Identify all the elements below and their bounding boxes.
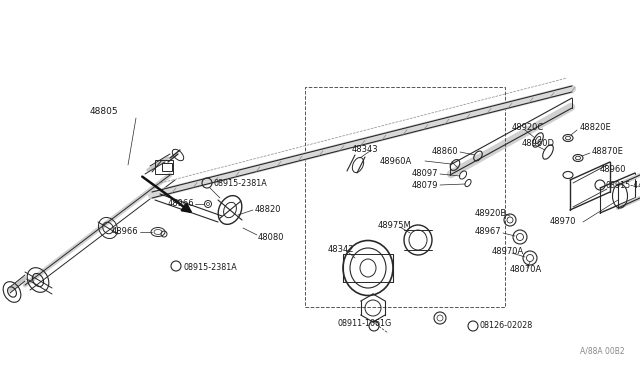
Text: 48966: 48966	[168, 199, 195, 208]
Text: 08911-1061G: 08911-1061G	[338, 320, 392, 328]
Text: 08126-02028: 08126-02028	[479, 321, 532, 330]
Text: 48070A: 48070A	[510, 266, 542, 275]
Text: 48860: 48860	[432, 147, 459, 155]
Text: 48970A: 48970A	[492, 247, 524, 257]
Text: 48960: 48960	[600, 166, 627, 174]
Text: A/88A 00B2: A/88A 00B2	[580, 346, 625, 355]
Text: 48920C: 48920C	[512, 124, 544, 132]
Bar	[162, 163, 172, 171]
Text: 48805: 48805	[90, 108, 118, 116]
Text: 48343: 48343	[352, 145, 379, 154]
Text: 48966: 48966	[112, 228, 139, 237]
Text: 48820: 48820	[255, 205, 282, 215]
Text: 48097: 48097	[412, 170, 438, 179]
Text: 48920B: 48920B	[475, 208, 508, 218]
Text: 48970: 48970	[550, 218, 577, 227]
Bar	[155, 160, 173, 174]
Text: 48079: 48079	[412, 180, 438, 189]
Text: 48342: 48342	[328, 246, 355, 254]
Bar	[305, 87, 505, 307]
Text: 48080: 48080	[258, 234, 285, 243]
Text: 08915-44042: 08915-44042	[606, 180, 640, 189]
Text: 48975M: 48975M	[378, 221, 412, 230]
Text: 48967: 48967	[475, 228, 502, 237]
Text: 08915-2381A: 08915-2381A	[213, 179, 267, 187]
Text: 48960D: 48960D	[522, 138, 555, 148]
Text: 08915-2381A: 08915-2381A	[183, 263, 237, 273]
Text: 48960A: 48960A	[380, 157, 412, 166]
Text: 48870E: 48870E	[592, 148, 624, 157]
Text: 48820E: 48820E	[580, 124, 612, 132]
